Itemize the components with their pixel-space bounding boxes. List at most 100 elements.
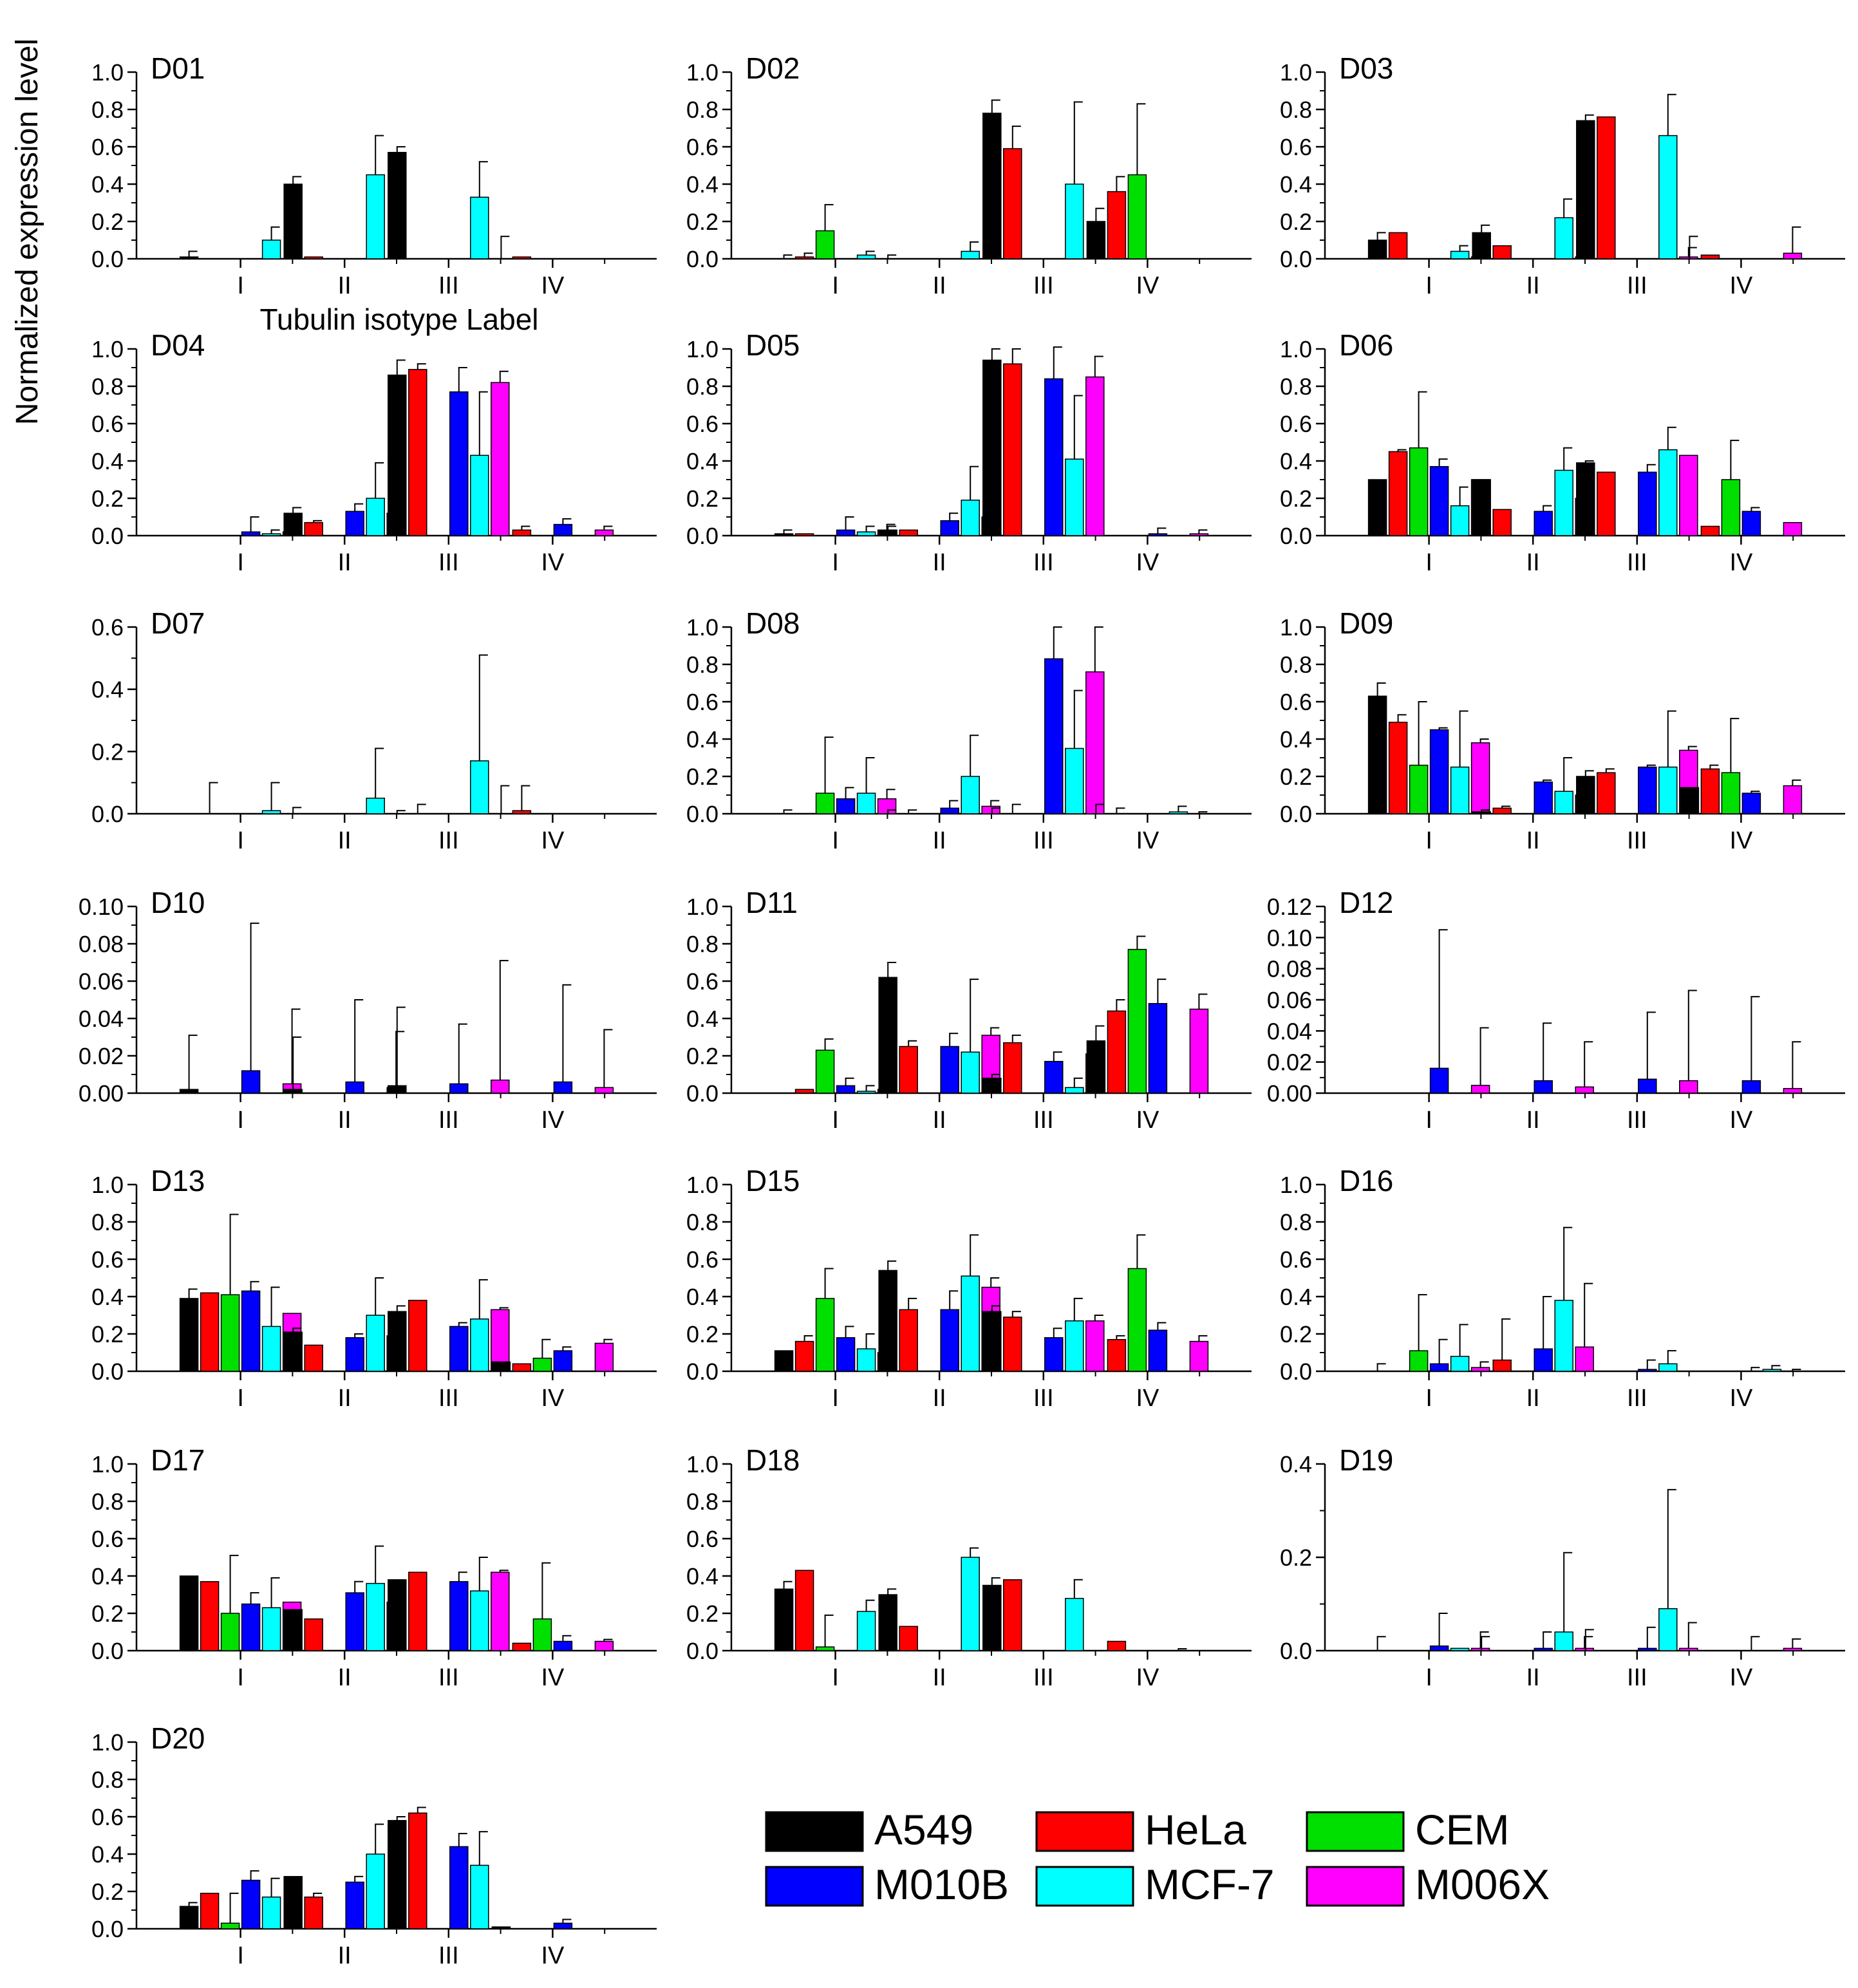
x-tick-label: III [438, 1942, 459, 1969]
bar-m006x-iii [491, 1309, 510, 1372]
bar-a549-i [179, 1298, 199, 1372]
panel-title: D04 [151, 328, 205, 362]
bar-mcf-7-iii [1065, 458, 1084, 536]
x-tick-label: I [832, 549, 839, 576]
y-tick-label: 0.04 [1267, 1018, 1312, 1044]
bar-m010b-i [1429, 1067, 1449, 1094]
bar-hela-iv [1107, 1640, 1127, 1651]
bar-hela-ii [1492, 807, 1512, 814]
bar-a549-iii [388, 374, 407, 536]
y-tick-label: 0.02 [79, 1043, 124, 1069]
y-tick-label: 0.4 [686, 726, 718, 753]
bar-hela-iii [1597, 116, 1616, 259]
bar-a549-ii [283, 183, 303, 259]
bar-hela-ii [304, 1618, 323, 1651]
legend-swatch [765, 1866, 864, 1907]
x-tick-label: I [1425, 1385, 1432, 1412]
legend-item-hela: HeLa [1035, 1806, 1246, 1853]
bar-m010b-iii [1044, 1337, 1064, 1372]
bar-mcf-7-iii [1065, 1087, 1084, 1094]
bar-mcf-7-i [261, 1607, 281, 1651]
bar-cem-iv [1127, 948, 1147, 1094]
x-tick-label: III [438, 1385, 459, 1412]
x-tick-label: II [338, 1385, 352, 1412]
panel-title: D18 [746, 1443, 800, 1477]
bar-m006x-iii [491, 382, 510, 536]
bar-hela-i [794, 256, 814, 259]
bar-hela-iii [1003, 363, 1022, 536]
x-tick-label: III [1627, 272, 1647, 299]
y-tick-label: 0.0 [686, 1080, 718, 1107]
bar-m006x-iv [1189, 1008, 1209, 1094]
x-tick-label: IV [1729, 1107, 1753, 1134]
bar-m010b-iii [449, 1083, 469, 1094]
x-tick-label: IV [1136, 1107, 1159, 1134]
bar-hela-iii [1597, 772, 1616, 814]
bar-m006x-iv [594, 1640, 614, 1651]
y-tick-label: 1.0 [91, 1451, 124, 1477]
y-tick-label: 0.6 [91, 1526, 124, 1552]
bar-mcf-7-iv [1168, 811, 1188, 814]
y-tick-label: 1.0 [686, 59, 718, 86]
y-tick-label: 0.06 [79, 968, 124, 995]
y-tick-label: 0.2 [91, 485, 124, 512]
bar-m010b-iii [1044, 1060, 1064, 1094]
y-tick-label: 0.4 [1280, 726, 1312, 753]
bar-m006x-iv [1189, 533, 1209, 536]
bar-mcf-7-i [261, 810, 281, 814]
legend-item-m010b: M010B [765, 1861, 1009, 1908]
bar-a549-i [179, 1089, 199, 1094]
bar-hela-ii [304, 1896, 323, 1929]
x-tick-label: II [1526, 1385, 1540, 1412]
y-tick-label: 0.0 [91, 801, 124, 827]
y-tick-label: 0.8 [686, 373, 718, 400]
bar-mcf-7-ii [961, 1275, 980, 1372]
bar-mcf-7-ii [961, 1557, 980, 1651]
bar-hela-iii [408, 1812, 427, 1929]
bar-m006x-iv [1783, 785, 1803, 814]
x-tick-label: II [1526, 549, 1540, 576]
bar-a549-ii [878, 977, 897, 1094]
bar-m010b-ii [940, 1046, 959, 1094]
panel-title: D01 [151, 52, 205, 85]
bar-mcf-7-i [856, 1611, 876, 1651]
y-tick-label: 1.0 [686, 1172, 718, 1198]
bar-cem-i [815, 792, 835, 814]
bar-m010b-iv [553, 1081, 573, 1094]
bar-m006x-iii [1679, 1080, 1698, 1094]
legend-swatch [1035, 1866, 1134, 1907]
bar-m010b-i [836, 529, 856, 536]
bar-hela-ii [304, 1344, 323, 1372]
y-tick-label: 0.0 [686, 801, 718, 827]
x-tick-label: I [832, 827, 839, 854]
bar-m010b-iii [1044, 378, 1064, 536]
bar-mcf-7-ii [961, 1051, 980, 1094]
x-tick-label: IV [1729, 827, 1753, 854]
x-tick-label: I [237, 1942, 244, 1969]
bar-mcf-7-ii [1554, 469, 1573, 536]
x-tick-label: IV [1136, 1664, 1159, 1691]
bar-m010b-ii [345, 1592, 364, 1651]
y-tick-label: 0.10 [79, 894, 124, 920]
bar-m006x-iii [1085, 1320, 1105, 1372]
bar-m006x-iii [1085, 671, 1105, 814]
bar-mcf-7-iv [1762, 1369, 1782, 1372]
bar-cem-i [220, 1922, 240, 1929]
y-tick-label: 0.4 [1280, 1451, 1312, 1477]
bar-m006x-iii [1085, 376, 1105, 536]
y-axis-title: Normalized expression level [10, 39, 44, 425]
bar-hela-iii [1597, 471, 1616, 536]
y-tick-label: 0.6 [91, 1246, 124, 1273]
y-tick-label: 0.2 [1280, 1321, 1312, 1347]
y-tick-label: 0.6 [686, 134, 718, 160]
y-tick-label: 0.2 [686, 1043, 718, 1069]
y-tick-label: 0.2 [91, 738, 124, 765]
bar-hela-iii [408, 369, 427, 536]
panel-title: D17 [151, 1443, 205, 1477]
y-tick-label: 1.0 [686, 614, 718, 641]
panel-title: D10 [151, 886, 205, 919]
bar-m010b-iv [553, 1350, 573, 1372]
bar-hela-iv [1107, 1338, 1127, 1372]
bar-m010b-i [241, 1290, 261, 1372]
